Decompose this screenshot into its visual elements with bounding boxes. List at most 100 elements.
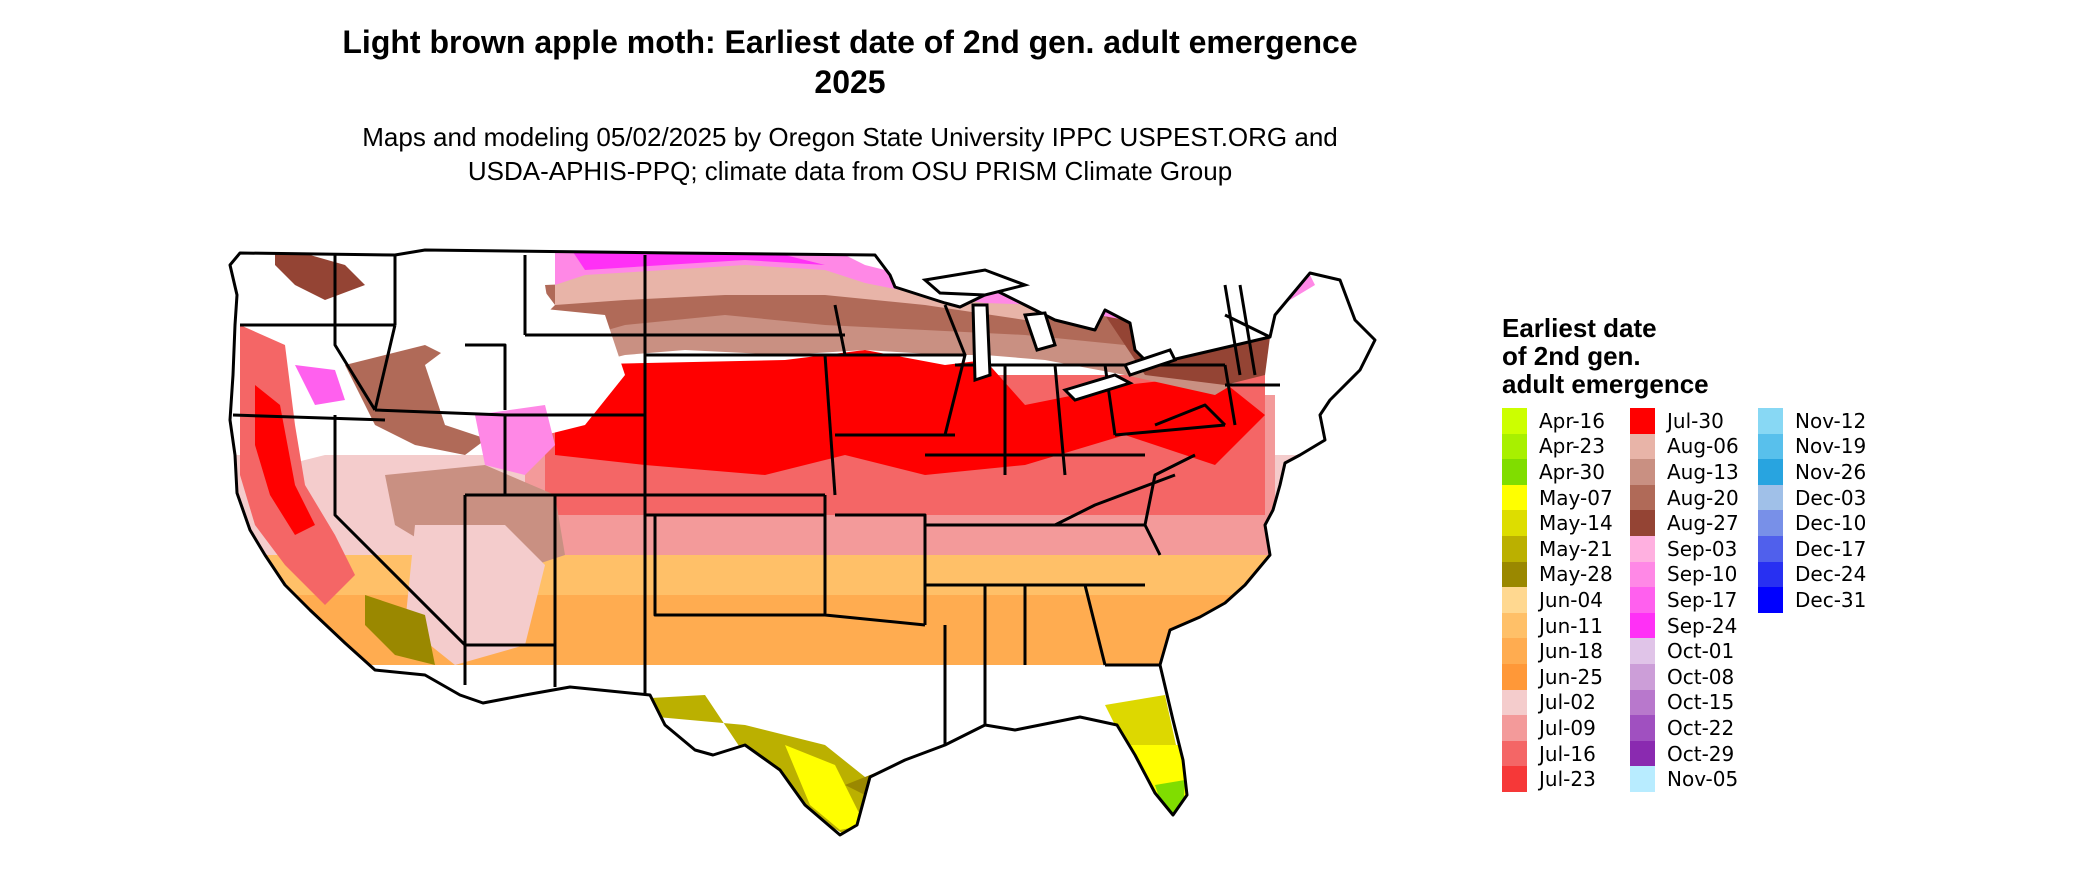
- legend-swatch: [1758, 510, 1783, 536]
- legend-item: Oct-08: [1630, 663, 1739, 690]
- legend-item: Jun-18: [1502, 638, 1613, 664]
- legend-swatch: [1630, 689, 1655, 716]
- legend-swatch: [1502, 433, 1527, 460]
- legend-swatch: [1502, 740, 1527, 767]
- legend-column-3: Nov-12 Nov-19 Nov-26 Dec-03 Dec-10 Dec-17 Dec-…: [1758, 408, 1866, 613]
- legend-item: May-21: [1502, 535, 1613, 562]
- legend-item: Jul-02: [1502, 689, 1613, 716]
- legend-swatch: [1502, 663, 1527, 690]
- legend-item: Nov-12: [1758, 408, 1866, 434]
- legend-swatch: [1630, 484, 1655, 511]
- legend-label: Sep-17: [1667, 587, 1738, 612]
- legend-label: Dec-10: [1795, 511, 1867, 536]
- legend-label: Jul-30: [1667, 408, 1724, 433]
- legend-label: Jun-18: [1539, 639, 1603, 664]
- legend-label: Nov-19: [1795, 434, 1867, 459]
- map-subtitle: Maps and modeling 05/02/2025 by Oregon S…: [140, 120, 1560, 188]
- legend-swatch: [1630, 715, 1655, 741]
- map-title: Light brown apple moth: Earliest date of…: [140, 22, 1560, 102]
- title-line-1: Light brown apple moth: Earliest date of…: [342, 24, 1358, 60]
- legend-swatch: [1758, 433, 1783, 460]
- legend-swatch: [1502, 459, 1527, 485]
- legend-label: Aug-13: [1667, 459, 1739, 484]
- legend-swatch: [1502, 638, 1527, 664]
- legend-item: Sep-24: [1630, 612, 1739, 639]
- legend-item: Sep-17: [1630, 587, 1739, 613]
- legend-label: Dec-17: [1795, 536, 1867, 561]
- legend-label: Jun-11: [1539, 613, 1603, 638]
- legend-label: Dec-24: [1795, 562, 1867, 587]
- legend-swatch: [1502, 535, 1527, 562]
- legend-item: Aug-20: [1630, 484, 1739, 511]
- legend-item: Dec-31: [1758, 587, 1866, 613]
- legend-label: Dec-03: [1795, 485, 1867, 510]
- legend-title-line-1: Earliest date: [1502, 313, 1657, 343]
- legend-item: Apr-30: [1502, 459, 1613, 485]
- legend-swatch: [1630, 740, 1655, 767]
- legend-label: Nov-26: [1795, 459, 1867, 484]
- legend-label: May-14: [1539, 511, 1613, 536]
- legend-swatch: [1758, 459, 1783, 485]
- legend-swatch: [1758, 587, 1783, 613]
- legend-item: Jun-11: [1502, 612, 1613, 639]
- legend-item: Dec-10: [1758, 510, 1866, 536]
- legend-item: Aug-27: [1630, 510, 1739, 536]
- legend-title-line-3: adult emergence: [1502, 369, 1709, 399]
- legend-label: Apr-16: [1539, 408, 1605, 433]
- legend-item: Jun-04: [1502, 587, 1613, 613]
- legend-swatch: [1758, 561, 1783, 588]
- legend-swatch: [1502, 715, 1527, 741]
- legend-swatch: [1502, 612, 1527, 639]
- legend-item: May-28: [1502, 561, 1613, 588]
- legend-item: Apr-16: [1502, 408, 1613, 434]
- legend-item: Apr-23: [1502, 433, 1613, 460]
- legend-label: Oct-08: [1667, 664, 1735, 689]
- legend-label: Oct-01: [1667, 639, 1735, 664]
- legend-swatch: [1630, 663, 1655, 690]
- legend-swatch: [1630, 535, 1655, 562]
- legend-swatch: [1502, 561, 1527, 588]
- legend-swatch: [1630, 510, 1655, 536]
- legend-item: Nov-19: [1758, 433, 1867, 460]
- legend-item: Aug-13: [1630, 459, 1739, 485]
- legend-label: Nov-05: [1667, 767, 1739, 792]
- legend-item: Nov-26: [1758, 459, 1866, 485]
- legend-label: Jul-23: [1539, 767, 1596, 792]
- legend-item: Nov-05: [1630, 766, 1739, 792]
- legend-swatch: [1630, 638, 1655, 664]
- title-line-2: 2025: [814, 64, 886, 100]
- legend-label: Dec-31: [1795, 587, 1867, 612]
- legend-label: Jun-25: [1539, 664, 1603, 689]
- legend-label: Oct-22: [1667, 715, 1735, 740]
- legend-swatch: [1502, 587, 1527, 613]
- legend-item: Dec-24: [1758, 561, 1867, 588]
- legend-item: Sep-03: [1630, 535, 1739, 562]
- legend-label: Sep-24: [1667, 613, 1738, 638]
- legend-item: Jul-23: [1502, 766, 1613, 792]
- legend-item: Oct-15: [1630, 689, 1739, 716]
- legend-swatch: [1502, 689, 1527, 716]
- legend-swatch: [1758, 535, 1783, 562]
- legend-label: Jul-09: [1539, 715, 1596, 740]
- legend-column-2: Jul-30 Aug-06 Aug-13 Aug-20 Aug-27 Sep-03 Sep-…: [1630, 408, 1739, 792]
- legend-item: Jul-09: [1502, 715, 1613, 741]
- legend-title: Earliest date of 2nd gen. adult emergenc…: [1502, 314, 1709, 398]
- legend-swatch: [1630, 408, 1655, 434]
- legend-item: Jul-16: [1502, 740, 1613, 767]
- legend-swatch: [1630, 587, 1655, 613]
- legend-swatch: [1502, 408, 1527, 434]
- legend-item: May-07: [1502, 484, 1613, 511]
- legend-swatch: [1502, 484, 1527, 511]
- legend-item: Jun-25: [1502, 663, 1613, 690]
- legend-item: Aug-06: [1630, 433, 1739, 460]
- legend-label: Jul-16: [1539, 741, 1596, 766]
- legend-label: Sep-10: [1667, 562, 1738, 587]
- legend-label: Nov-12: [1795, 408, 1867, 433]
- legend-swatch: [1630, 459, 1655, 485]
- legend-label: Sep-03: [1667, 536, 1738, 561]
- legend-label: Oct-29: [1667, 741, 1735, 766]
- legend-label: Oct-15: [1667, 690, 1735, 715]
- legend-item: Oct-01: [1630, 638, 1739, 664]
- legend-title-line-2: of 2nd gen.: [1502, 341, 1641, 371]
- us-emergence-map: [228, 248, 1377, 837]
